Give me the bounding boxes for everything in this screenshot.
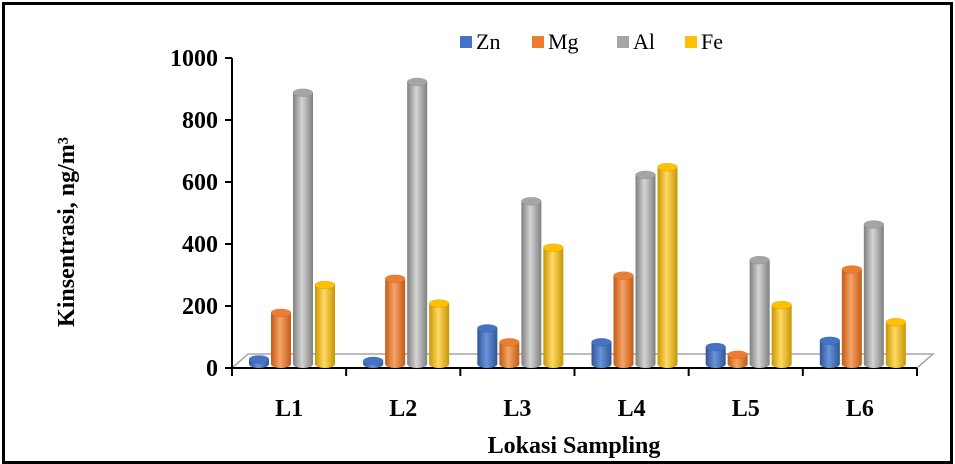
bar-al-l6 <box>863 220 885 368</box>
legend-label: Al <box>633 29 655 54</box>
x-axis-title: Lokasi Sampling <box>488 433 661 459</box>
legend-swatch <box>460 36 472 48</box>
x-tick-label: L4 <box>618 396 646 422</box>
x-tick-label: L3 <box>503 396 531 422</box>
y-axis-ticks: 0 200 400 600 800 1000 <box>170 46 232 382</box>
bar-zn-l6 <box>819 336 841 368</box>
bar-mg-l3 <box>499 338 520 368</box>
y-tick-label: 400 <box>182 232 218 258</box>
bar-zn-l1 <box>248 355 270 368</box>
bar-al-l5 <box>749 255 770 368</box>
legend-swatch <box>617 36 629 48</box>
bar-mg-l4 <box>613 271 634 368</box>
legend-label: Mg <box>548 29 579 54</box>
legend-item-zn: Zn <box>460 29 500 54</box>
bar-al-l2 <box>406 77 428 368</box>
legend-label: Zn <box>476 29 500 54</box>
bar-al-l1 <box>292 88 314 368</box>
legend-swatch <box>532 36 544 48</box>
bar-fe-l5 <box>771 300 792 368</box>
bar-zn-l5 <box>705 342 726 368</box>
x-tick-label: L6 <box>846 396 874 422</box>
bar-zn-l4 <box>591 338 612 368</box>
bar-mg-l6 <box>841 265 863 368</box>
y-axis-title: Kinsentrasi, ng/m³ <box>54 137 80 327</box>
bar-mg-l1 <box>270 308 292 368</box>
bar-mg-l2 <box>384 274 406 368</box>
bar-zn-l2 <box>362 356 384 368</box>
bars-group <box>248 77 907 368</box>
y-tick-label: 1000 <box>170 46 218 72</box>
y-tick-label: 200 <box>182 294 218 320</box>
bar-fe-l1 <box>314 280 336 368</box>
bar-zn-l3 <box>477 324 498 368</box>
x-tick-label: L5 <box>732 396 760 422</box>
legend-item-al: Al <box>617 29 655 54</box>
bar-fe-l3 <box>543 243 564 368</box>
bar-fe-l6 <box>885 317 907 368</box>
bar-fe-l4 <box>657 162 678 368</box>
x-axis-ticks: L1 L2 L3 L4 L5 L6 <box>231 368 918 422</box>
bar-al-l4 <box>635 170 656 368</box>
y-tick-label: 600 <box>182 170 218 196</box>
legend: Zn Mg Al Fe <box>460 29 723 54</box>
bar-mg-l5 <box>727 350 748 368</box>
y-tick-label: 0 <box>206 356 218 382</box>
legend-label: Fe <box>701 29 723 54</box>
y-tick-label: 800 <box>182 108 218 134</box>
legend-item-mg: Mg <box>532 29 579 54</box>
bar-al-l3 <box>521 197 542 368</box>
bar-fe-l2 <box>428 299 450 368</box>
legend-swatch <box>685 36 697 48</box>
x-tick-label: L1 <box>275 396 303 422</box>
x-tick-label: L2 <box>389 396 417 422</box>
legend-item-fe: Fe <box>685 29 723 54</box>
